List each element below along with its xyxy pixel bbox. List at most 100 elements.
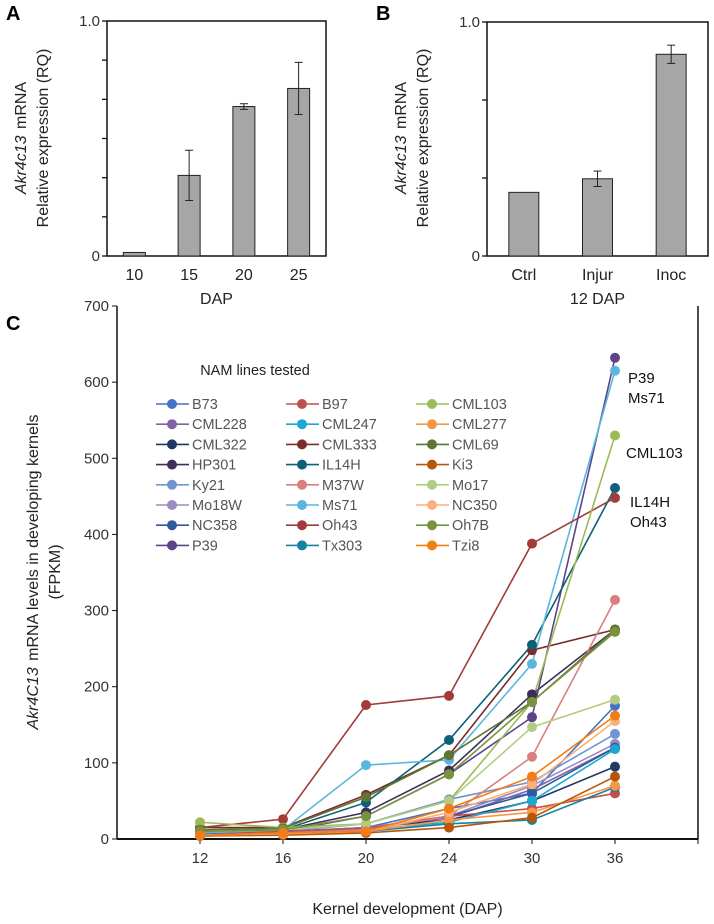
legend-marker — [167, 459, 177, 470]
legend-marker — [167, 500, 177, 510]
a-ylabel-rest: mRNA — [13, 82, 30, 134]
legend-item-B73: B73 — [156, 397, 218, 413]
legend-label: NC350 — [452, 498, 497, 514]
line-HP301 — [199, 628, 616, 833]
legend-label: CML277 — [452, 417, 507, 433]
legend-marker — [167, 479, 177, 490]
legend-marker — [427, 419, 437, 430]
point-Oh43-36 — [610, 492, 620, 503]
legend-marker — [297, 479, 307, 490]
point-Oh43-20 — [361, 699, 371, 710]
legend-label: CML247 — [322, 417, 377, 433]
c-ytick-label: 200 — [84, 679, 109, 696]
point-Tzi8-20 — [361, 826, 371, 837]
point-Ki3-30 — [527, 812, 537, 823]
c-ytick-label: 0 — [101, 831, 109, 848]
point-Oh7B-30 — [527, 696, 537, 707]
b-ylabel-line2: Relative expression (RQ) — [415, 49, 432, 228]
c-xtick-label: 16 — [275, 850, 292, 867]
a-xtick-label-15: 15 — [180, 267, 198, 284]
point-NC350-30 — [527, 779, 537, 790]
end-label-CML103: CML103 — [626, 445, 683, 462]
legend-marker — [297, 399, 307, 409]
a-ylabel-gene: Akr4c13 — [13, 135, 30, 195]
legend-label: M37W — [322, 478, 364, 494]
legend-label: Tzi8 — [452, 538, 479, 554]
legend-label: CML69 — [452, 437, 499, 453]
legend-item-Mo17: Mo17 — [416, 478, 488, 494]
legend-label: Oh43 — [322, 518, 357, 534]
point-M37W-36 — [610, 594, 620, 605]
point-Ki3-24 — [444, 822, 454, 833]
point-M37W-30 — [527, 751, 537, 762]
b-ytick-label: 1.0 — [459, 14, 480, 31]
legend-label: Oh7B — [452, 518, 489, 534]
point-IL14H-30 — [527, 639, 537, 650]
legend-item-CML228: CML228 — [156, 417, 247, 433]
end-label-IL14H: IL14H — [630, 494, 670, 511]
line-Ms71 — [199, 370, 616, 834]
legend-label: CML333 — [322, 437, 377, 453]
line-Oh43 — [199, 497, 616, 829]
legend-item-B97: B97 — [286, 397, 348, 413]
legend-label: B73 — [192, 397, 218, 413]
chart-b: 0 1.0 Ctrl Injur Inoc 12 DAP Akr4c13 mRNA Relat… — [393, 14, 709, 308]
legend-marker — [167, 419, 177, 430]
point-IL14H-24 — [444, 735, 454, 746]
legend-marker — [427, 459, 437, 470]
point-CML103-36 — [610, 430, 620, 441]
b-ytick-label: 0 — [472, 248, 480, 265]
a-xtick-label-10: 10 — [125, 267, 143, 284]
c-xtick-label: 30 — [524, 850, 541, 867]
legend-item-NC358: NC358 — [156, 518, 237, 534]
c-xtick-label: 12 — [192, 850, 209, 867]
point-CML277-24 — [444, 814, 454, 825]
c-ytick-label: 500 — [84, 450, 109, 467]
point-CML103-12 — [195, 817, 205, 828]
legend-label: B97 — [322, 397, 348, 413]
a-ylabel-line1: Akr4c13 mRNA — [13, 82, 30, 196]
legend-marker — [427, 439, 437, 450]
legend-item-CML103: CML103 — [416, 397, 507, 413]
legend-marker — [297, 459, 307, 470]
b-bar-Ctrl — [508, 191, 540, 257]
legend-item-CML247: CML247 — [286, 417, 377, 433]
legend-item-CML69: CML69 — [416, 437, 499, 453]
b-ylabel-rest: mRNA — [393, 82, 410, 134]
legend-item-HP301: HP301 — [156, 458, 236, 474]
legend-marker — [427, 479, 437, 490]
legend-label: HP301 — [192, 458, 236, 474]
point-Ms71-36 — [610, 365, 620, 376]
legend-item-CML333: CML333 — [286, 437, 377, 453]
legend-item-IL14H: IL14H — [286, 458, 361, 474]
legend-marker — [427, 500, 437, 510]
legend-marker — [297, 500, 307, 510]
point-Tzi8-30 — [527, 771, 537, 782]
end-label-P39: P39 — [628, 370, 655, 387]
c-xtick-label: 36 — [607, 850, 624, 867]
end-label-Ms71: Ms71 — [628, 390, 665, 407]
legend-item-Oh7B: Oh7B — [416, 518, 489, 534]
a-bar-10 — [122, 251, 146, 257]
legend-marker — [297, 439, 307, 450]
legend-item-M37W: M37W — [286, 478, 364, 494]
point-Oh7B-20 — [361, 811, 371, 822]
point-Tzi8-24 — [444, 803, 454, 814]
b-bar-Injur — [582, 178, 613, 257]
legend-item-Tx303: Tx303 — [286, 538, 362, 554]
legend-marker — [167, 399, 177, 409]
point-CML277-36 — [610, 780, 620, 791]
legend-label: Ms71 — [322, 498, 357, 514]
legend-item-P39: P39 — [156, 538, 218, 554]
c-xlabel: Kernel development (DAP) — [312, 901, 502, 918]
point-Mo17-36 — [610, 694, 620, 705]
c-ylabel-line1: Akr4C13 mRNA levels in developing kernel… — [25, 414, 42, 730]
a-xlabel: DAP — [200, 291, 233, 308]
legend-label: P39 — [192, 538, 218, 554]
chart-c: 0 100 200 300 400 500 600 700 12 16 20 24 30 36 Kernel… — [25, 298, 699, 918]
point-IL14H-36 — [610, 482, 620, 493]
legend-label: CML322 — [192, 437, 247, 453]
panel-label-c: C — [6, 313, 20, 335]
legend-marker — [427, 540, 437, 551]
